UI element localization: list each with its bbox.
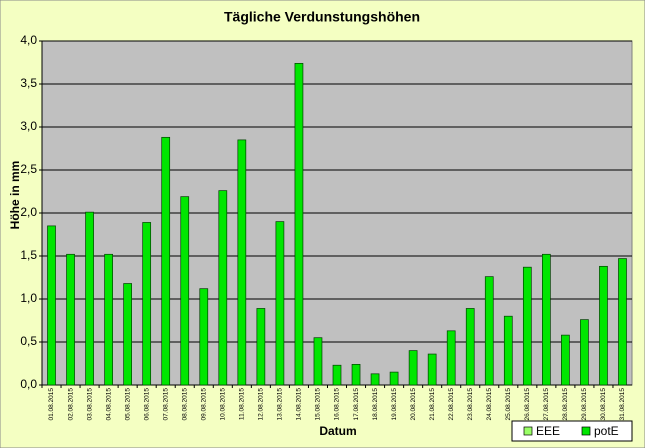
y-tick-label: 0,5 [20, 334, 37, 348]
x-tick-label: 13.08.2015 [277, 388, 284, 421]
x-tick-label: 15.08.2015 [315, 388, 322, 421]
x-tick-label: 17.08.2015 [353, 388, 360, 421]
y-tick-label: 2,5 [20, 162, 37, 176]
x-tick-label: 05.08.2015 [124, 388, 131, 421]
bar [85, 211, 94, 386]
bar [580, 319, 589, 386]
legend-swatch [523, 426, 533, 436]
bar [47, 225, 56, 386]
chart-title: Tägliche Verdunstungshöhen [224, 9, 420, 25]
bar [180, 196, 190, 386]
bar [599, 265, 608, 386]
x-axis-label: Datum [319, 424, 356, 438]
y-tick-label: 1,0 [20, 291, 37, 305]
bar [142, 222, 152, 386]
x-tick-label: 28.08.2015 [562, 388, 569, 421]
x-tick-label: 27.08.2015 [543, 388, 550, 421]
bar [446, 330, 456, 386]
bar [294, 63, 304, 386]
x-tick-label: 30.08.2015 [600, 388, 607, 421]
y-tick-label: 3,0 [20, 119, 37, 133]
y-tick-label: 3,5 [20, 76, 37, 90]
y-tick-label: 4,0 [20, 33, 37, 47]
x-tick-label: 22.08.2015 [448, 388, 455, 421]
bar [313, 337, 323, 386]
bar [237, 139, 247, 386]
x-tick-label: 24.08.2015 [486, 388, 493, 421]
x-tick-label: 19.08.2015 [391, 388, 398, 421]
bar [561, 334, 570, 386]
bar [484, 276, 494, 386]
bar [542, 253, 551, 386]
x-tick-label: 25.08.2015 [505, 388, 512, 421]
legend-label: potE [594, 424, 619, 438]
x-tick-label: 03.08.2015 [86, 388, 93, 421]
x-tick-label: 29.08.2015 [581, 388, 588, 421]
x-tick-label: 16.08.2015 [334, 388, 341, 421]
x-tick-label: 06.08.2015 [143, 388, 150, 421]
bar [503, 315, 513, 386]
x-tick-label: 31.08.2015 [619, 388, 626, 421]
bar [256, 308, 266, 386]
x-tick-label: 12.08.2015 [258, 388, 265, 421]
x-tick-label: 14.08.2015 [296, 388, 303, 421]
bar [408, 350, 418, 386]
x-tick-label: 23.08.2015 [467, 388, 474, 421]
bar [104, 253, 113, 386]
y-tick-label: 2,0 [20, 205, 37, 219]
bar [370, 373, 380, 386]
bar [618, 258, 627, 386]
bar [389, 371, 399, 386]
x-tick-label: 08.08.2015 [181, 388, 188, 421]
x-tick-label: 26.08.2015 [524, 388, 531, 421]
bar [218, 190, 228, 386]
bar [465, 308, 475, 386]
bar [161, 136, 171, 386]
bar [332, 364, 342, 386]
bar [275, 221, 285, 386]
legend-swatch [581, 426, 591, 436]
bar [427, 353, 437, 386]
x-tick-label: 18.08.2015 [372, 388, 379, 421]
bar [351, 364, 361, 386]
x-tick-label: 20.08.2015 [410, 388, 417, 421]
x-tick-label: 07.08.2015 [162, 388, 169, 421]
legend-label: EEE [536, 424, 560, 438]
legend-box [511, 420, 633, 442]
y-tick-label: 0,0 [20, 377, 37, 391]
x-tick-label: 01.08.2015 [48, 388, 55, 421]
x-tick-label: 09.08.2015 [200, 388, 207, 421]
bar [66, 253, 75, 386]
x-tick-label: 04.08.2015 [105, 388, 112, 421]
x-tick-label: 11.08.2015 [239, 388, 246, 420]
bar [522, 266, 532, 386]
y-axis-label: Höhe in mm [8, 161, 22, 230]
bar [123, 283, 132, 386]
x-tick-label: 21.08.2015 [429, 388, 436, 421]
x-tick-label: 10.08.2015 [220, 388, 227, 421]
bar [199, 288, 209, 386]
x-tick-label: 02.08.2015 [67, 388, 74, 421]
y-tick-label: 1,5 [20, 248, 37, 262]
